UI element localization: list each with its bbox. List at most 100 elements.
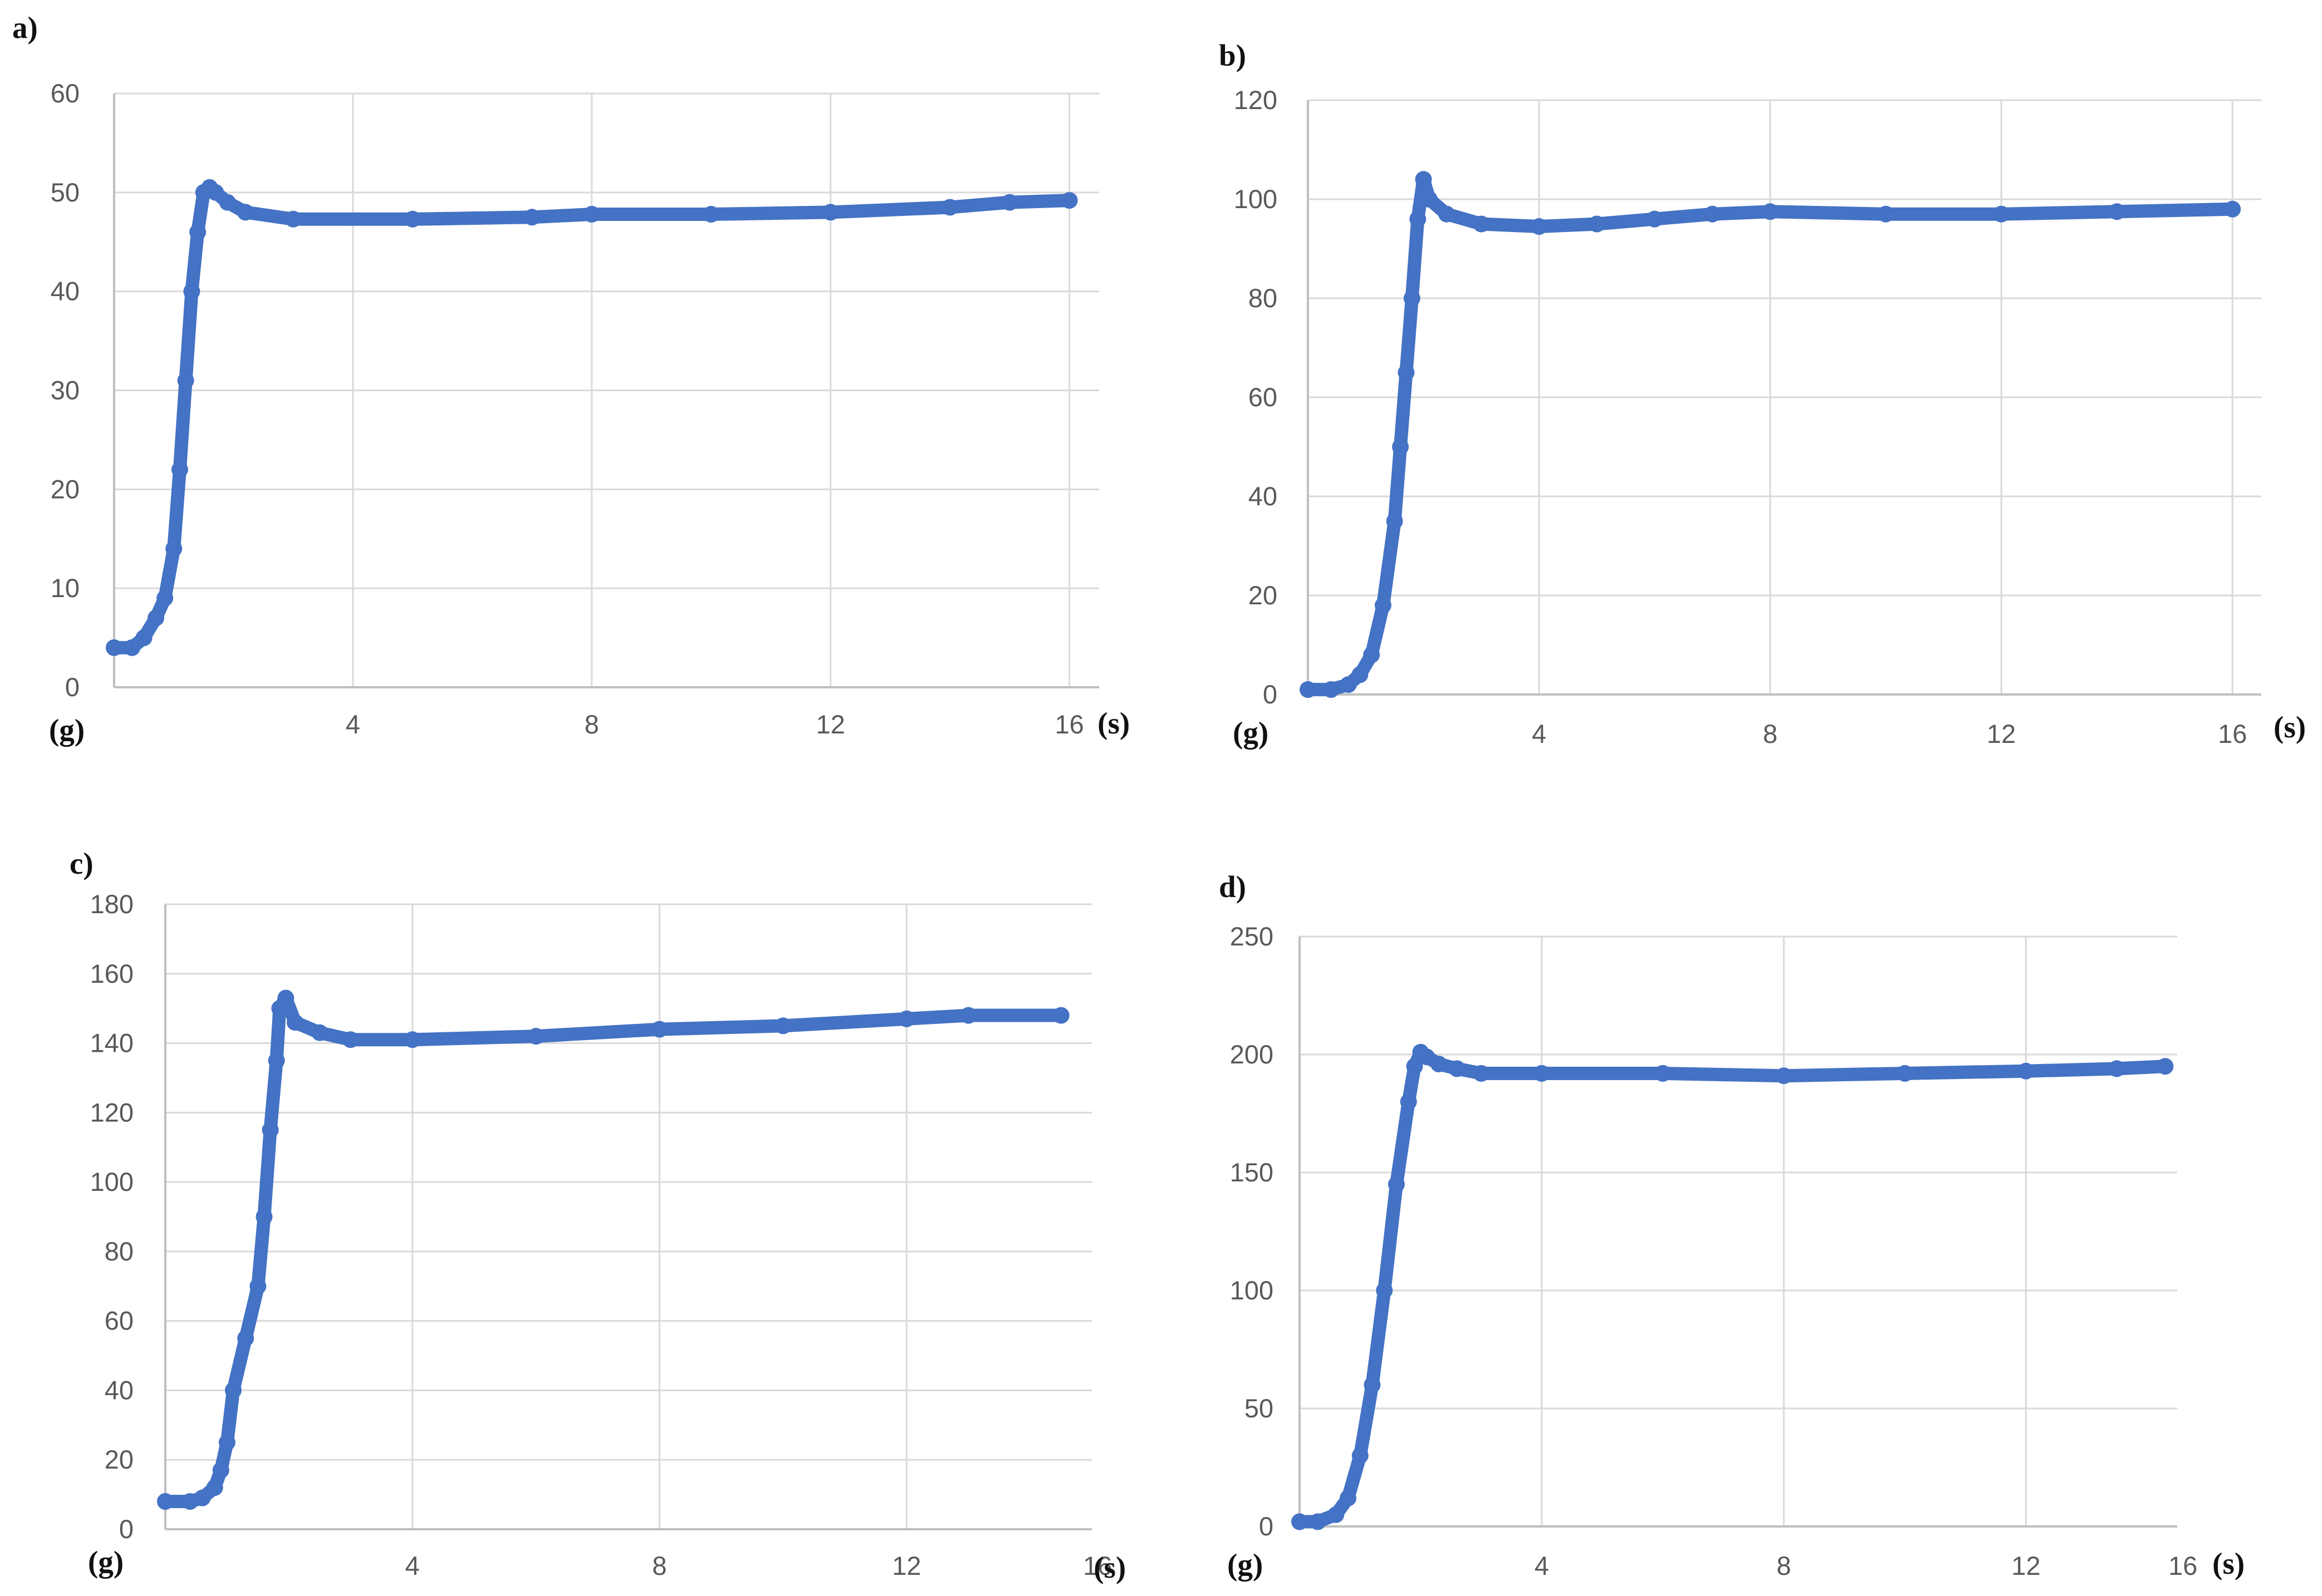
y-tick-label: 180 [90,889,134,919]
y-tick-label: 60 [1248,382,1277,412]
x-tick-label: 4 [405,1551,420,1580]
x-tick-label: 8 [652,1551,667,1580]
data-point [237,204,254,221]
y-tick-label: 150 [1230,1157,1273,1187]
data-point [1309,1513,1326,1530]
x-tick-label: 12 [816,710,845,739]
y-tick-label: 250 [1230,922,1273,951]
data-point [1364,1376,1381,1393]
data-point [189,224,206,240]
data-point [1588,215,1606,233]
data-point [207,184,224,201]
data-point [1376,1282,1393,1299]
y-unit-label: (g) [88,1545,124,1579]
data-point [2018,1062,2035,1080]
data-point [1061,192,1078,209]
data-point [1392,439,1409,455]
data-point [1340,676,1357,693]
data-point [1473,215,1490,233]
x-tick-label: 16 [2218,719,2247,748]
data-point [287,1014,304,1031]
data-point [1363,646,1380,663]
data-point [1001,194,1019,211]
data-point [219,194,236,211]
data-point [262,1121,279,1139]
data-point [2108,1060,2126,1077]
data-point [255,1208,273,1225]
y-tick-label: 160 [90,959,134,988]
data-point [171,461,188,478]
data-point [1340,1490,1356,1507]
data-point [277,989,294,1007]
data-point [1351,666,1369,683]
x-tick-label: 12 [892,1551,921,1580]
y-tick-label: 50 [1244,1393,1273,1423]
data-point [1473,1065,1490,1082]
data-point [1704,205,1721,223]
data-point [1654,1065,1671,1082]
data-point [1322,681,1340,698]
chart-panel-c: c) 0 20 40 60 80 100 120 140 160 180 4 8 12 16 (g) (s) [70,846,1126,1584]
data-point [1406,1058,1423,1075]
data-point [165,540,183,557]
chart-panel-a: a) 0 10 20 30 40 50 60 4 8 12 16 (g) (s) [12,11,1130,747]
data-point [702,206,720,223]
data-point [225,1382,242,1399]
y-tick-label: 0 [1263,679,1277,709]
x-tick-label: 4 [1532,719,1546,748]
data-point [1400,1093,1417,1110]
x-tick-label: 4 [1534,1551,1549,1580]
panel-label: b) [1219,38,1246,72]
data-point [1646,210,1663,228]
y-tick-label: 100 [1230,1275,1273,1305]
data-point [404,210,421,228]
data-point [2157,1058,2174,1075]
data-point [1421,191,1438,208]
data-point [194,1489,211,1506]
data-point [1403,290,1420,307]
y-tick-label: 20 [105,1445,134,1474]
y-tick-label: 60 [105,1306,134,1336]
x-tick-label: 16 [2168,1551,2197,1580]
x-tick-label: 12 [1987,719,2016,748]
y-tick-label: 60 [51,78,80,108]
data-point [1291,1513,1308,1530]
data-point [183,283,200,300]
data-point [1533,1065,1550,1082]
data-point [1386,513,1403,530]
data-point [284,210,302,228]
y-unit-label: (g) [49,713,85,747]
data-point [1351,1447,1369,1464]
data-point [960,1007,977,1024]
x-unit-label: (s) [1094,1550,1126,1584]
data-point [219,1434,235,1451]
panel-label: a) [12,11,38,45]
data-point [898,1010,915,1027]
x-unit-label: (s) [2274,710,2306,744]
data-point [1052,1007,1070,1024]
data-point [156,590,174,607]
x-tick-label: 8 [1777,1551,1791,1580]
data-point [1418,1048,1435,1066]
data-point [523,209,540,226]
y-tick-label: 100 [1234,184,1277,214]
data-point [249,1278,267,1295]
y-tick-label: 50 [51,178,80,207]
chart-panel-d: d) 0 50 100 150 200 250 4 8 12 16 (g) (s) [1219,870,2245,1582]
y-tick-label: 10 [51,573,80,603]
data-point [124,639,141,656]
y-unit-label: (g) [1233,716,1268,750]
y-tick-label: 100 [90,1167,134,1196]
data-point [1896,1065,1913,1082]
x-tick-label: 4 [346,710,360,739]
data-point [1388,1176,1405,1193]
data-point [2108,203,2126,220]
x-unit-label: (s) [2212,1546,2245,1580]
y-tick-label: 80 [1248,283,1277,313]
data-point [822,204,839,221]
data-point [2224,200,2241,218]
y-tick-label: 0 [1259,1511,1273,1541]
data-point [583,206,601,223]
data-point [1438,205,1455,223]
